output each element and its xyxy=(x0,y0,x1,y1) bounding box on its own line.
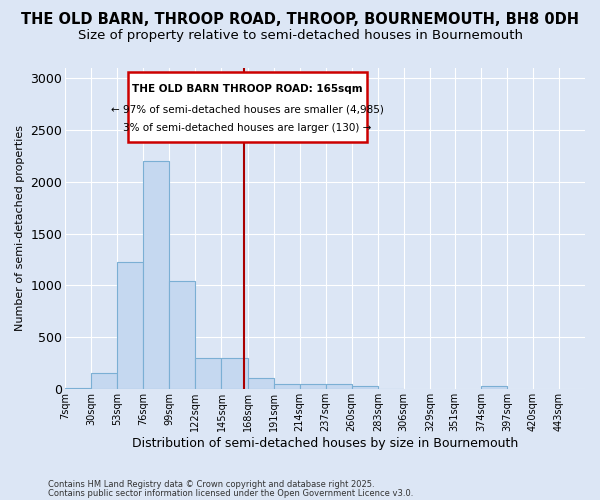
Bar xyxy=(143,161,169,390)
Text: 3% of semi-detached houses are larger (130) →: 3% of semi-detached houses are larger (1… xyxy=(123,122,371,132)
Bar xyxy=(169,282,196,390)
FancyBboxPatch shape xyxy=(128,72,367,142)
Bar xyxy=(118,262,143,390)
Y-axis label: Number of semi-detached properties: Number of semi-detached properties xyxy=(15,126,25,332)
Bar xyxy=(326,384,352,390)
Text: ← 97% of semi-detached houses are smaller (4,985): ← 97% of semi-detached houses are smalle… xyxy=(110,104,383,115)
Bar xyxy=(299,384,326,390)
Bar xyxy=(248,378,274,390)
Bar xyxy=(65,388,91,390)
Bar xyxy=(481,386,507,390)
Text: Size of property relative to semi-detached houses in Bournemouth: Size of property relative to semi-detach… xyxy=(77,29,523,42)
Bar xyxy=(378,389,404,390)
Text: THE OLD BARN, THROOP ROAD, THROOP, BOURNEMOUTH, BH8 0DH: THE OLD BARN, THROOP ROAD, THROOP, BOURN… xyxy=(21,12,579,28)
Bar xyxy=(91,373,118,390)
Bar xyxy=(274,384,299,390)
Bar xyxy=(352,386,378,390)
X-axis label: Distribution of semi-detached houses by size in Bournemouth: Distribution of semi-detached houses by … xyxy=(132,437,518,450)
Text: Contains public sector information licensed under the Open Government Licence v3: Contains public sector information licen… xyxy=(48,489,413,498)
Text: Contains HM Land Registry data © Crown copyright and database right 2025.: Contains HM Land Registry data © Crown c… xyxy=(48,480,374,489)
Bar xyxy=(221,358,248,390)
Text: THE OLD BARN THROOP ROAD: 165sqm: THE OLD BARN THROOP ROAD: 165sqm xyxy=(132,84,362,94)
Bar xyxy=(196,358,221,390)
